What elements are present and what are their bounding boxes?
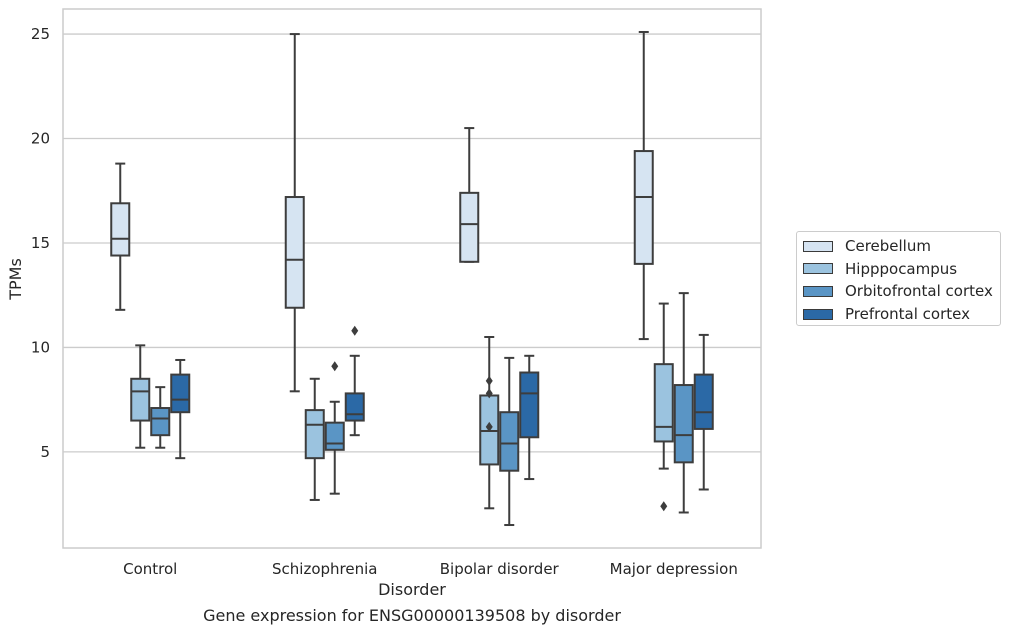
- box-iqr: [344, 392, 365, 422]
- legend-label: Hipppocampus: [845, 259, 958, 278]
- legend-label: Cerebellum: [845, 237, 931, 256]
- plot-frame: [62, 8, 762, 549]
- legend-label: Orbitofrontal cortex: [845, 282, 993, 301]
- outlier-point: [485, 388, 493, 399]
- box-iqr: [499, 411, 520, 472]
- outlier-point: [485, 421, 493, 432]
- box-plot: [633, 30, 654, 341]
- box-plot: [130, 344, 151, 449]
- box-iqr: [284, 196, 305, 309]
- box-iqr: [519, 371, 540, 439]
- y-tick-labels: 5 10 15 20 25: [31, 25, 50, 461]
- box-plot: [150, 386, 171, 449]
- box-plot: [324, 361, 345, 495]
- box-plot: [284, 33, 305, 393]
- legend-item: Cerebellum: [803, 235, 1000, 258]
- outlier-point: [485, 375, 493, 386]
- box-plot: [110, 162, 131, 311]
- box-iqr: [304, 409, 325, 460]
- box-plot: [693, 333, 714, 491]
- box-iqr: [150, 407, 171, 437]
- box-plot: [519, 354, 540, 481]
- x-tick-label: Schizophrenia: [272, 560, 377, 578]
- box-iqr: [653, 363, 674, 443]
- box-plot: [653, 302, 674, 512]
- legend-swatch: [803, 285, 833, 297]
- box-plot: [499, 356, 520, 527]
- y-tick-label: 15: [31, 234, 50, 252]
- box-iqr: [693, 373, 714, 430]
- legend-swatch: [803, 308, 833, 320]
- box-plot: [459, 127, 480, 263]
- legend-label: Prefrontal cortex: [845, 305, 970, 324]
- box-iqr: [130, 377, 151, 422]
- box-plot: [170, 358, 191, 460]
- x-tick-labels: Control Schizophrenia Bipolar disorder Majo…: [123, 560, 738, 578]
- x-tick-label: Bipolar disorder: [440, 560, 560, 578]
- x-tick-label: Major depression: [610, 560, 738, 578]
- x-tick-label: Control: [123, 560, 177, 578]
- box-iqr: [673, 384, 694, 464]
- legend-swatch: [803, 263, 833, 275]
- y-tick-label: 20: [31, 130, 50, 148]
- x-axis-label: Disorder: [378, 580, 446, 599]
- box-plot: [479, 335, 500, 510]
- outlier-point: [351, 325, 359, 336]
- box-plot: [304, 377, 325, 501]
- y-tick-label: 10: [31, 338, 50, 356]
- box-plot: [344, 325, 365, 437]
- box-plot: [673, 292, 694, 514]
- y-tick-label: 5: [40, 443, 50, 461]
- legend-item: Orbitofrontal cortex: [803, 280, 1000, 303]
- box-iqr: [459, 191, 480, 263]
- figure-caption: Gene expression for ENSG00000139508 by d…: [203, 606, 621, 625]
- outlier-point: [331, 361, 339, 372]
- legend-item: Hipppocampus: [803, 258, 1000, 281]
- box-iqr: [170, 373, 191, 414]
- box-iqr: [633, 150, 654, 265]
- box-plots: [110, 30, 714, 527]
- box-iqr: [110, 202, 131, 257]
- y-axis-label: TPMs: [6, 258, 25, 301]
- legend-item: Prefrontal cortex: [803, 303, 1000, 326]
- legend-swatch: [803, 240, 833, 252]
- box-iqr: [324, 421, 345, 451]
- legend: Cerebellum Hipppocampus Orbitofrontal co…: [796, 231, 1001, 326]
- outlier-point: [660, 501, 668, 512]
- y-tick-label: 25: [31, 25, 50, 43]
